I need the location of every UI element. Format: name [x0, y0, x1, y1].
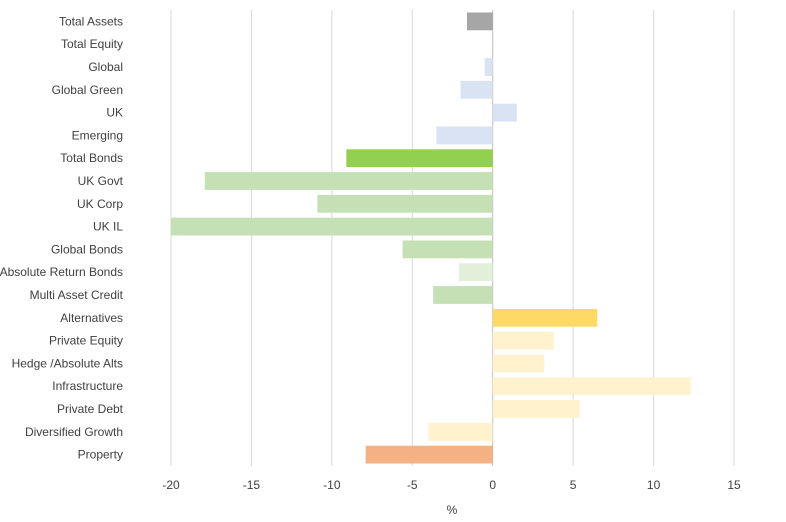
category-label: Alternatives — [60, 311, 123, 325]
category-label: Private Equity — [49, 334, 123, 348]
bar — [466, 12, 493, 31]
x-tick-label: 5 — [570, 478, 577, 492]
x-axis-title: % — [447, 503, 458, 517]
x-tick-label: 15 — [727, 478, 741, 492]
category-label: Global Green — [52, 83, 123, 97]
bar — [460, 80, 493, 99]
x-tick-label: 10 — [647, 478, 661, 492]
x-tick-label: -5 — [407, 478, 418, 492]
bar — [492, 331, 554, 350]
x-tick-label: -10 — [323, 478, 341, 492]
category-label: Emerging — [72, 128, 123, 142]
bar — [433, 286, 493, 304]
category-label: Absolute Return Bonds — [0, 265, 123, 279]
category-labels: Total Assets Total Equity Global Global Gre… — [0, 14, 124, 461]
grid-lines — [170, 10, 735, 466]
category-label: Infrastructure — [52, 379, 123, 393]
x-tick-label: 0 — [489, 478, 496, 492]
category-label: UK Govt — [78, 174, 124, 188]
bar — [317, 194, 493, 213]
category-label: Multi Asset Credit — [30, 288, 124, 302]
category-label: UK Corp — [77, 197, 123, 211]
category-label: Global Bonds — [51, 242, 123, 256]
category-label: Total Equity — [61, 37, 123, 51]
category-label: Global — [88, 60, 123, 74]
bar — [458, 263, 493, 282]
bar — [492, 103, 517, 122]
bar — [171, 217, 493, 236]
bar — [492, 400, 580, 418]
x-tick-label: -20 — [162, 478, 180, 492]
bar — [204, 172, 493, 190]
bar — [492, 354, 545, 373]
x-tick-label: -15 — [243, 478, 261, 492]
category-label: UK IL — [93, 220, 123, 234]
category-label: Total Assets — [59, 14, 123, 28]
bar — [492, 35, 494, 54]
bar — [484, 58, 493, 76]
bar — [402, 240, 493, 259]
bar — [346, 149, 493, 168]
category-label: Private Debt — [57, 402, 124, 416]
bar — [365, 445, 493, 464]
bar — [428, 422, 493, 441]
category-label: UK — [106, 106, 123, 120]
x-tick-labels: -20 -15 -10 -5 0 5 10 15 — [162, 478, 741, 492]
bar — [436, 126, 493, 145]
bars — [171, 12, 691, 464]
category-label: Total Bonds — [60, 151, 123, 165]
category-label: Diversified Growth — [25, 425, 123, 439]
category-label: Hedge /Absolute Alts — [12, 356, 123, 370]
bar — [492, 308, 598, 327]
category-label: Property — [78, 448, 123, 462]
bar — [492, 377, 691, 396]
